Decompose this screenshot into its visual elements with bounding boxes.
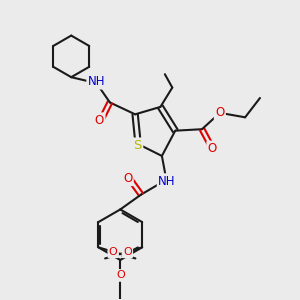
Text: O: O [109,247,118,257]
Text: O: O [215,106,224,119]
Text: O: O [123,172,132,185]
Text: S: S [133,139,142,152]
Text: NH: NH [158,175,176,188]
Text: NH: NH [88,75,105,88]
Text: O: O [208,142,217,155]
Text: O: O [95,114,104,127]
Text: O: O [123,247,132,257]
Text: O: O [116,270,125,280]
